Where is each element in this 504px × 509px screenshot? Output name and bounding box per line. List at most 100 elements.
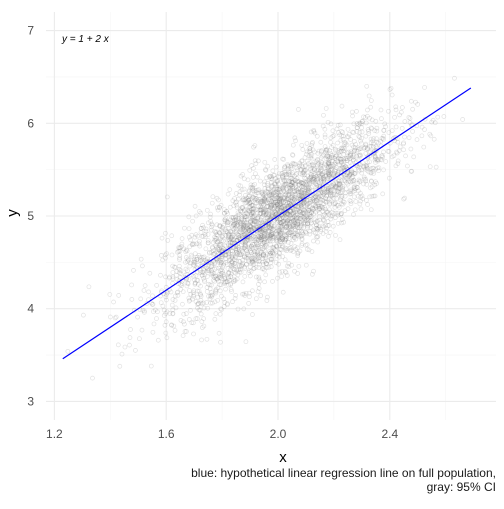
scatter-point: [341, 199, 347, 205]
scatter-point: [246, 188, 252, 194]
scatter-point: [422, 127, 427, 132]
scatter-point: [313, 209, 319, 215]
scatter-point: [272, 215, 277, 221]
scatter-point: [349, 169, 355, 175]
scatter-point: [191, 320, 196, 326]
scatter-point: [344, 150, 350, 156]
scatter-point: [228, 217, 233, 223]
scatter-point: [325, 186, 331, 192]
scatter-point: [309, 220, 314, 226]
scatter-point: [270, 230, 276, 236]
scatter-point: [184, 248, 190, 254]
scatter-point: [325, 164, 331, 169]
scatter-point: [215, 297, 221, 303]
scatter-point: [395, 158, 401, 164]
scatter-point: [339, 103, 345, 109]
scatter-point: [264, 239, 269, 245]
scatter-point: [320, 209, 326, 214]
scatter-point: [232, 261, 238, 266]
scatter-point: [198, 225, 204, 231]
scatter-point: [250, 208, 256, 214]
scatter-point: [367, 115, 372, 121]
scatter-point: [261, 237, 267, 243]
scatter-point: [306, 208, 312, 213]
scatter-point: [273, 200, 278, 205]
scatter-point: [330, 158, 335, 164]
scatter-point: [338, 159, 344, 164]
scatter-point: [205, 266, 210, 272]
scatter-point: [239, 222, 244, 228]
scatter-point: [258, 207, 264, 213]
scatter-point: [268, 173, 273, 179]
scatter-point: [299, 237, 305, 243]
scatter-point: [323, 156, 329, 162]
scatter-point: [429, 119, 435, 125]
scatter-point: [341, 148, 346, 154]
scatter-point: [234, 252, 240, 258]
scatter-point: [334, 180, 339, 186]
scatter-point: [307, 212, 313, 217]
scatter-point: [222, 242, 228, 248]
scatter-point: [373, 156, 379, 162]
scatter-point: [379, 136, 385, 141]
scatter-point: [245, 225, 251, 231]
scatter-point: [307, 163, 313, 168]
scatter-point: [252, 257, 258, 263]
scatter-point: [332, 171, 337, 176]
scatter-point: [253, 196, 259, 201]
scatter-point: [330, 128, 336, 134]
scatter-point: [290, 179, 296, 185]
scatter-point: [209, 244, 215, 250]
scatter-point: [269, 202, 275, 207]
scatter-point: [363, 133, 369, 139]
scatter-point: [228, 229, 233, 234]
scatter-point: [225, 252, 231, 257]
scatter-point: [343, 156, 349, 162]
scatter-point: [262, 179, 267, 185]
scatter-point: [231, 203, 237, 209]
scatter-point: [240, 197, 246, 203]
scatter-point: [162, 322, 168, 328]
scatter-point: [241, 291, 247, 297]
scatter-point: [271, 190, 277, 195]
scatter-point: [333, 210, 339, 216]
scatter-point: [183, 266, 189, 272]
scatter-point: [298, 212, 303, 217]
scatter-point: [292, 235, 297, 240]
scatter-point: [296, 186, 302, 192]
scatter-point: [261, 230, 267, 235]
scatter-point: [389, 154, 395, 160]
scatter-point: [238, 208, 244, 214]
scatter-point: [376, 157, 382, 163]
scatter-point: [302, 164, 308, 169]
scatter-point: [343, 155, 349, 161]
scatter-point: [288, 182, 294, 188]
scatter-point: [252, 249, 258, 255]
scatter-point: [179, 236, 185, 241]
scatter-point: [277, 225, 283, 231]
scatter-point: [319, 162, 324, 167]
scatter-point: [328, 190, 334, 196]
scatter-point: [279, 204, 284, 210]
scatter-point: [217, 223, 223, 229]
scatter-point: [270, 238, 276, 244]
scatter-point: [363, 163, 369, 169]
scatter-point: [375, 165, 380, 171]
scatter-point: [292, 161, 298, 167]
scatter-point: [309, 162, 315, 168]
scatter-point: [297, 209, 303, 215]
scatter-point: [261, 266, 266, 271]
scatter-point: [280, 185, 285, 191]
scatter-point: [261, 232, 267, 237]
scatter-point: [243, 255, 249, 261]
scatter-point: [263, 261, 269, 267]
scatter-point: [250, 260, 256, 266]
scatter-point: [308, 152, 314, 157]
scatter-point: [322, 144, 328, 149]
scatter-point: [327, 201, 332, 206]
scatter-point: [288, 183, 293, 188]
scatter-point: [248, 219, 254, 225]
scatter-point: [169, 252, 175, 258]
scatter-point: [274, 231, 280, 237]
scatter-point: [252, 197, 258, 203]
